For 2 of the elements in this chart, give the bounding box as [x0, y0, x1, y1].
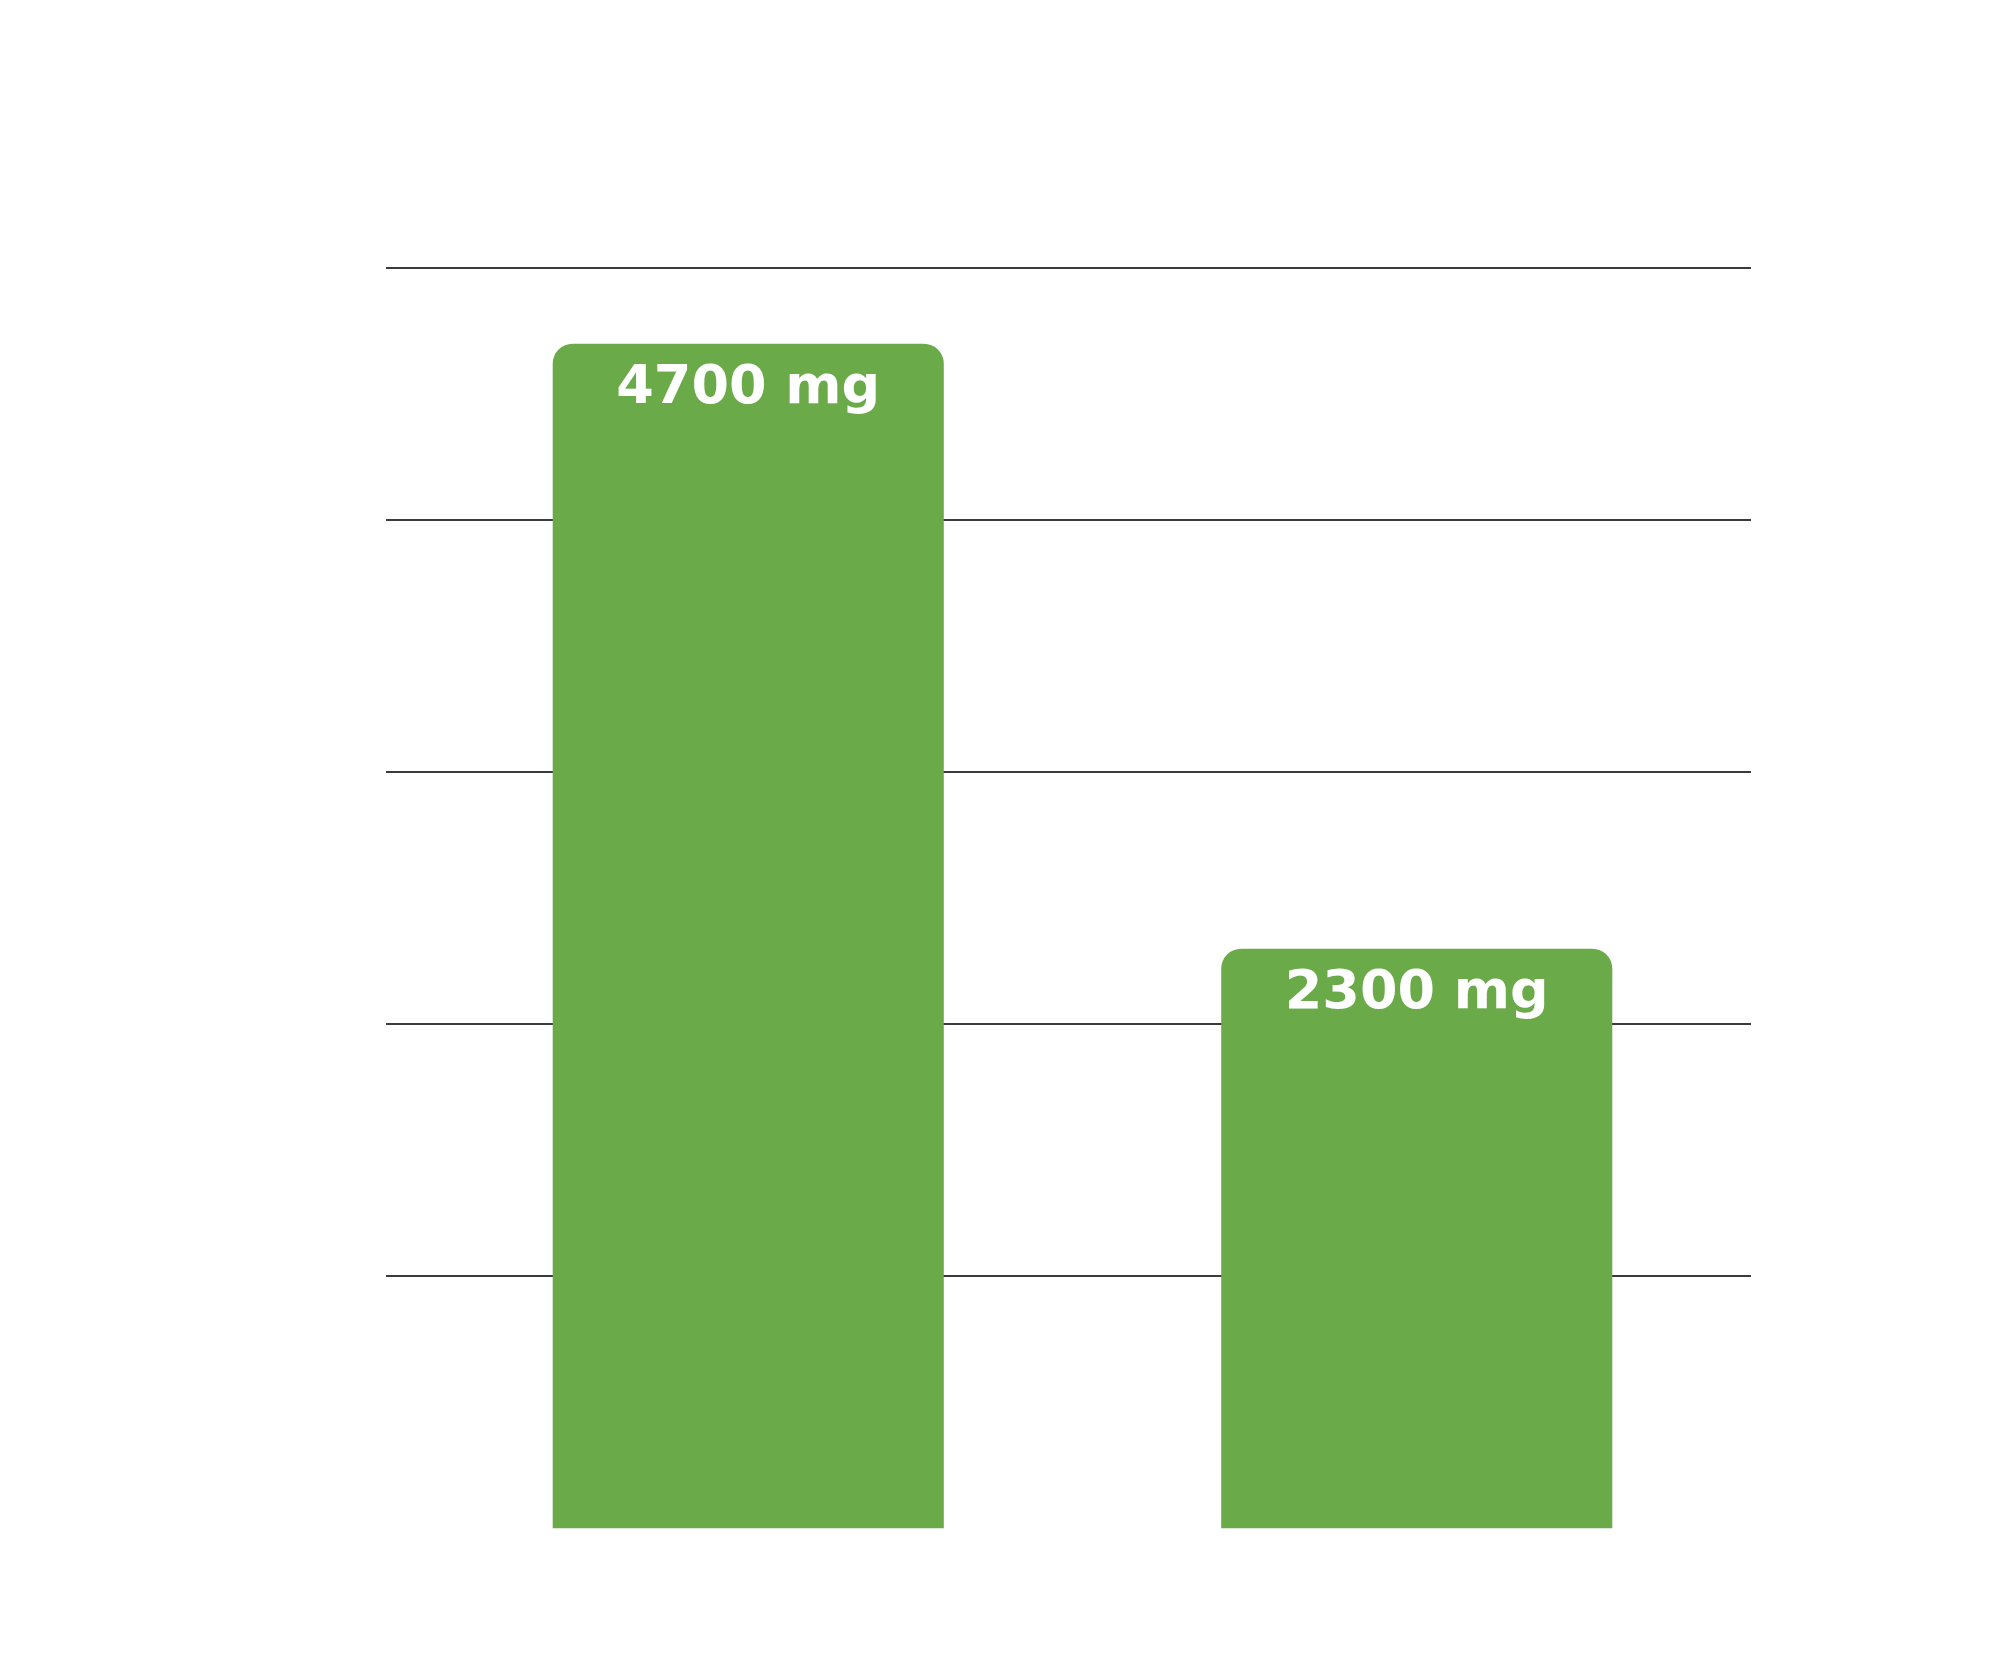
data-label: 2300 mg: [1284, 957, 1549, 1021]
data-label: 4700 mg: [616, 352, 881, 416]
